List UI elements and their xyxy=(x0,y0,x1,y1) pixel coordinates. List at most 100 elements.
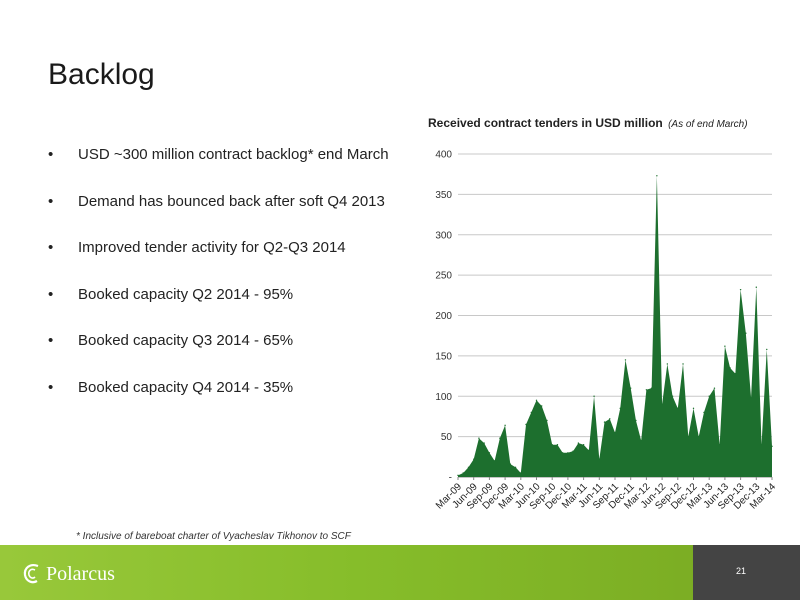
data-point xyxy=(666,363,669,365)
data-point xyxy=(582,444,585,446)
data-point xyxy=(729,367,731,369)
bullet-dot: • xyxy=(48,192,54,210)
y-tick-label: 100 xyxy=(435,392,452,403)
logo-text: Polarcus xyxy=(46,562,115,585)
bullet-dot: • xyxy=(48,332,54,349)
bullet-item: • Booked capacity Q3 2014 - 65% xyxy=(48,332,408,379)
data-point xyxy=(561,452,564,454)
data-point xyxy=(473,458,475,460)
y-tick-label: 250 xyxy=(435,271,452,282)
chart-title-main: Received contract tenders in USD million xyxy=(428,116,663,130)
y-tick-label: 300 xyxy=(435,230,452,241)
tenders-area-series xyxy=(458,175,772,478)
data-point xyxy=(760,444,763,446)
data-point xyxy=(713,387,716,389)
bullet-item: • Improved tender activity for Q2-Q3 2014 xyxy=(48,239,408,286)
bullet-item: • Booked capacity Q4 2014 - 35% xyxy=(48,379,408,426)
data-point xyxy=(703,411,705,414)
bullet-text: Booked capacity Q2 2014 - 95% xyxy=(78,285,294,303)
data-point xyxy=(692,407,695,410)
data-point xyxy=(650,387,653,389)
data-point xyxy=(766,348,768,351)
data-point xyxy=(514,466,517,469)
polarcus-swirl-icon xyxy=(23,564,39,584)
slide-title: Backlog xyxy=(48,58,155,91)
data-point xyxy=(530,411,532,414)
bullet-dot: • xyxy=(48,378,54,396)
footer-bar xyxy=(0,545,800,600)
data-point xyxy=(577,442,580,444)
y-tick-label: - xyxy=(449,473,452,484)
bullet-text: Booked capacity Q3 2014 - 65% xyxy=(78,332,294,349)
data-point xyxy=(509,463,512,465)
data-point xyxy=(750,397,752,399)
data-point xyxy=(635,419,637,422)
bullet-dot: • xyxy=(48,239,54,256)
data-point xyxy=(619,407,621,410)
data-point xyxy=(499,437,501,439)
data-point xyxy=(556,444,559,446)
y-tick-label: 50 xyxy=(441,432,453,443)
data-point xyxy=(734,372,737,375)
data-point xyxy=(771,445,773,448)
y-tick-label: 350 xyxy=(435,190,452,201)
data-point xyxy=(467,466,470,469)
tenders-area-chart: -50100150200250300350400Mar-09Jun-09Sep-… xyxy=(434,150,778,512)
data-point xyxy=(739,288,742,291)
data-point xyxy=(677,407,679,410)
bullet-text: Improved tender activity for Q2-Q3 2014 xyxy=(78,239,346,256)
data-point xyxy=(603,421,606,423)
data-point xyxy=(645,389,648,391)
data-point xyxy=(682,363,684,365)
data-point xyxy=(488,452,491,454)
data-point xyxy=(656,175,658,177)
data-point xyxy=(593,395,595,397)
data-point xyxy=(598,458,600,460)
bullet-item: • Booked capacity Q2 2014 - 95% xyxy=(48,286,408,333)
data-point xyxy=(745,332,747,334)
footnote: * Inclusive of bareboat charter of Vyach… xyxy=(76,531,351,542)
polarcus-logo: Polarcus xyxy=(22,562,115,586)
data-point xyxy=(483,442,485,444)
data-point xyxy=(493,460,496,462)
data-point xyxy=(541,405,543,407)
data-point xyxy=(551,444,553,446)
data-point xyxy=(520,472,522,474)
footer-page-panel xyxy=(693,545,800,600)
data-point xyxy=(525,423,527,426)
y-tick-label: 150 xyxy=(435,351,452,362)
data-point xyxy=(671,395,674,397)
data-point xyxy=(609,418,611,420)
data-point xyxy=(462,472,464,474)
chart-subtitle: (As of end March) xyxy=(668,119,748,130)
data-point xyxy=(630,387,632,389)
data-point xyxy=(755,286,757,288)
data-point xyxy=(504,424,506,427)
bullet-list: • USD ~300 million contract backlog* end … xyxy=(48,146,408,425)
data-point xyxy=(640,439,642,442)
data-point xyxy=(698,435,700,438)
page-number: 21 xyxy=(736,566,747,576)
data-point xyxy=(478,437,480,439)
data-point xyxy=(724,345,726,347)
data-point xyxy=(624,359,627,361)
chart-title: Received contract tenders in USD million… xyxy=(428,116,748,130)
bullet-text: Demand has bounced back after soft Q4 20… xyxy=(78,192,385,210)
data-point xyxy=(614,431,616,434)
data-point xyxy=(546,419,548,422)
bullet-item: • Demand has bounced back after soft Q4 2… xyxy=(48,193,408,240)
data-point xyxy=(661,403,663,406)
data-point xyxy=(535,399,538,401)
data-point xyxy=(567,452,569,454)
bullet-item: • USD ~300 million contract backlog* end … xyxy=(48,146,408,193)
bullet-text: USD ~300 million contract backlog* end M… xyxy=(78,146,389,163)
bullet-dot: • xyxy=(48,146,54,163)
data-point xyxy=(718,444,721,446)
y-tick-label: 400 xyxy=(435,150,452,161)
data-point xyxy=(588,449,590,452)
y-tick-label: 200 xyxy=(435,311,452,322)
bullet-dot: • xyxy=(48,285,54,303)
data-point xyxy=(572,450,574,452)
data-point xyxy=(457,474,459,477)
data-point xyxy=(708,395,710,397)
